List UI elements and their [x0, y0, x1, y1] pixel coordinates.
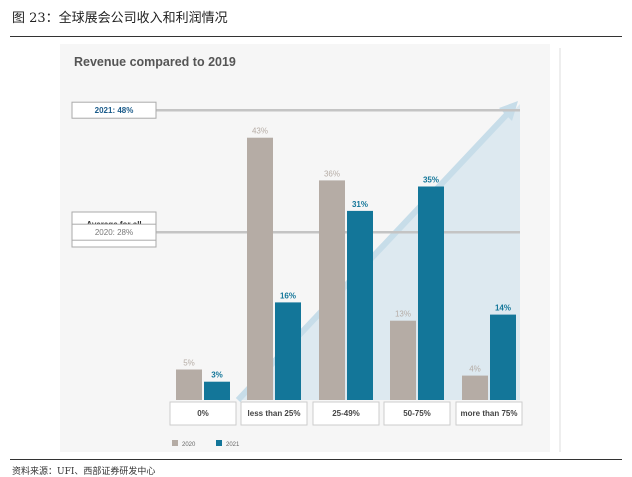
- reference-label: 2020: 28%: [95, 228, 133, 237]
- category-labels: 0% less than 25% 25-49% 50-75% more than 75%: [169, 401, 523, 426]
- legend-swatch-2021: [216, 440, 222, 446]
- reference-label-box: [71, 101, 157, 119]
- data-label-2020-4: 4%: [469, 365, 481, 374]
- category-box-0: [169, 401, 237, 426]
- data-label-2020-0: 5%: [183, 359, 195, 368]
- category-label-3: 50-75%: [403, 409, 431, 418]
- reference-label-box: [71, 223, 157, 241]
- data-label-2021-0: 3%: [211, 371, 223, 380]
- category-label-2: 25-49%: [332, 409, 360, 418]
- bar-2020-1: [247, 137, 273, 400]
- bar-2020-4: [462, 375, 488, 400]
- category-box-4: [455, 401, 523, 426]
- bar-2021-2: [347, 210, 373, 400]
- top-rule: [10, 36, 622, 37]
- legend: 2020 2021: [172, 440, 240, 448]
- bar-2020-0: [176, 369, 202, 400]
- bar-2021-4: [490, 314, 516, 400]
- bar-2021-0: [204, 381, 230, 400]
- figure-caption: 图 23：全球展会公司收入和利润情况: [12, 11, 228, 26]
- bar-2020-3: [390, 320, 416, 400]
- category-label-0: 0%: [197, 409, 209, 418]
- data-label-2020-1: 43%: [252, 127, 268, 136]
- bar-2021-1: [275, 302, 301, 400]
- category-box-2: [312, 401, 380, 426]
- data-label-2021-4: 14%: [495, 304, 511, 313]
- category-label-1: less than 25%: [248, 409, 301, 418]
- category-label-4: more than 75%: [461, 409, 518, 418]
- data-label-2020-2: 36%: [324, 169, 340, 178]
- data-label-2020-3: 13%: [395, 310, 411, 319]
- bottom-rule: [10, 459, 622, 460]
- bars: 5% 3% 43% 16% 36% 31% 13% 35% 4% 14%: [176, 127, 516, 400]
- bar-2021-3: [418, 186, 444, 400]
- source-note: 资料来源：UFI、西部证券研发中心: [12, 467, 156, 477]
- data-label-2021-2: 31%: [352, 200, 368, 209]
- data-label-2021-3: 35%: [423, 176, 439, 185]
- category-box-3: [383, 401, 451, 426]
- category-box-1: [240, 401, 308, 426]
- bar-2020-2: [319, 180, 345, 400]
- reference-label: 2021: 48%: [95, 106, 134, 115]
- data-label-2021-1: 16%: [280, 291, 296, 300]
- legend-label-2020: 2020: [182, 442, 196, 448]
- legend-swatch-2020: [172, 440, 178, 446]
- chart-title: Revenue compared to 2019: [74, 55, 236, 69]
- reference-lines: Average for allcompanies2021: 48%2020: 2…: [71, 101, 520, 248]
- legend-label-2021: 2021: [226, 442, 240, 448]
